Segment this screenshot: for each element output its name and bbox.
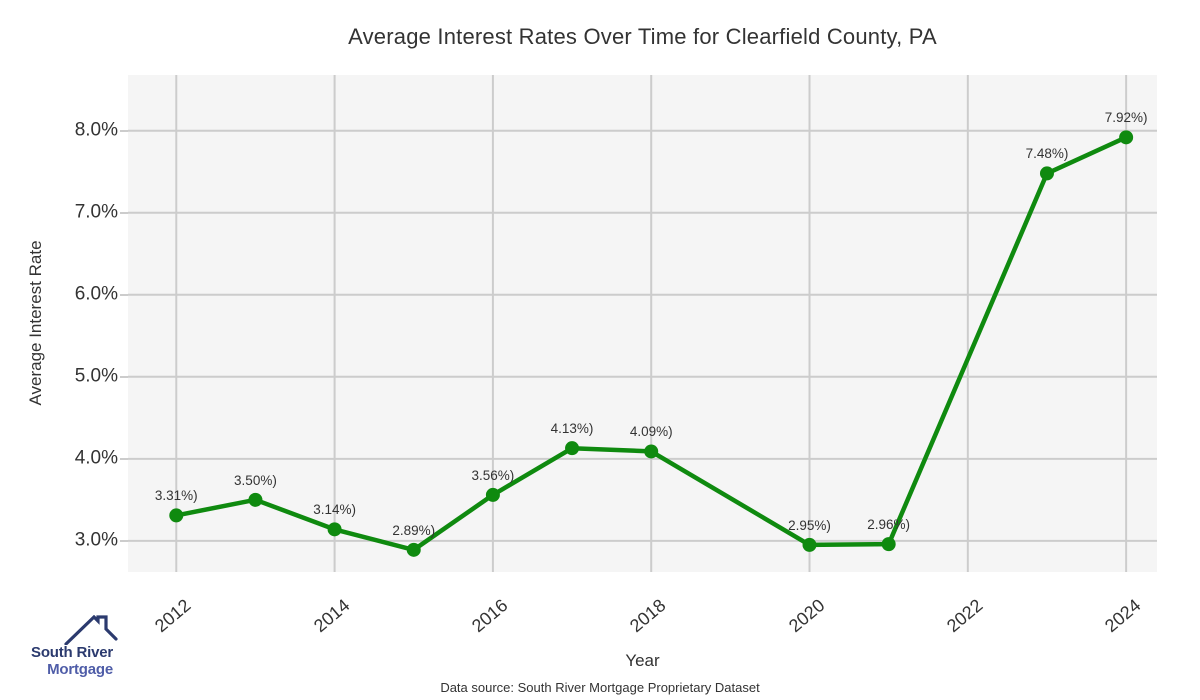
x-tick-label: 2022 [942,595,987,637]
point-label: 4.09%) [629,424,673,440]
y-tick-label: 5.0% [74,365,118,387]
plot-svg [128,75,1157,572]
data-point [1119,130,1134,145]
data-point [565,441,580,456]
y-tick-mark [120,539,128,542]
data-point [1039,166,1054,181]
south-river-mortgage-logo: South River Mortgage [18,612,118,684]
x-axis-title: Year [625,651,660,670]
y-axis-title: Average Interest Rate [26,240,45,406]
logo-text-south-river: South River [31,644,113,661]
y-tick-label: 6.0% [74,283,118,305]
y-tick-mark [120,293,128,296]
y-tick-mark [120,457,128,460]
y-tick-label: 8.0% [74,119,118,141]
point-label: 2.89%) [392,522,436,538]
data-point [644,444,659,459]
point-label: 3.31%) [154,488,198,504]
house-roof-icon [64,615,118,645]
point-label: 7.92%) [1104,110,1148,126]
y-tick-label: 3.0% [74,529,118,551]
x-tick-label: 2016 [467,595,512,637]
data-point [881,537,896,552]
data-point [485,487,500,502]
y-tick-mark [120,129,128,132]
y-tick-label: 4.0% [74,447,118,469]
data-point [327,522,342,537]
x-tick-label: 2012 [151,595,195,637]
data-point [802,537,817,552]
data-source-note: Data source: South River Mortgage Propri… [440,680,760,695]
y-tick-mark [120,375,128,378]
point-label: 7.48%) [1025,146,1069,162]
x-tick-label: 2020 [784,595,828,637]
plot-area [128,75,1157,572]
chart-title: Average Interest Rates Over Time for Cle… [348,24,937,49]
point-label: 4.13%) [550,421,594,437]
data-point [406,542,421,557]
y-tick-label: 7.0% [74,201,118,223]
y-tick-mark [120,211,128,214]
x-tick-label: 2018 [626,595,670,637]
point-label: 3.56%) [471,467,515,483]
x-tick-label: 2024 [1101,595,1145,637]
data-point [169,508,184,523]
x-tick-label: 2014 [309,595,354,637]
logo-text-mortgage: Mortgage [47,661,113,678]
point-label: 2.95%) [788,517,831,533]
point-label: 3.14%) [313,502,356,518]
data-point [248,492,263,507]
point-label: 2.96%) [867,517,911,533]
point-label: 3.50%) [234,472,277,488]
